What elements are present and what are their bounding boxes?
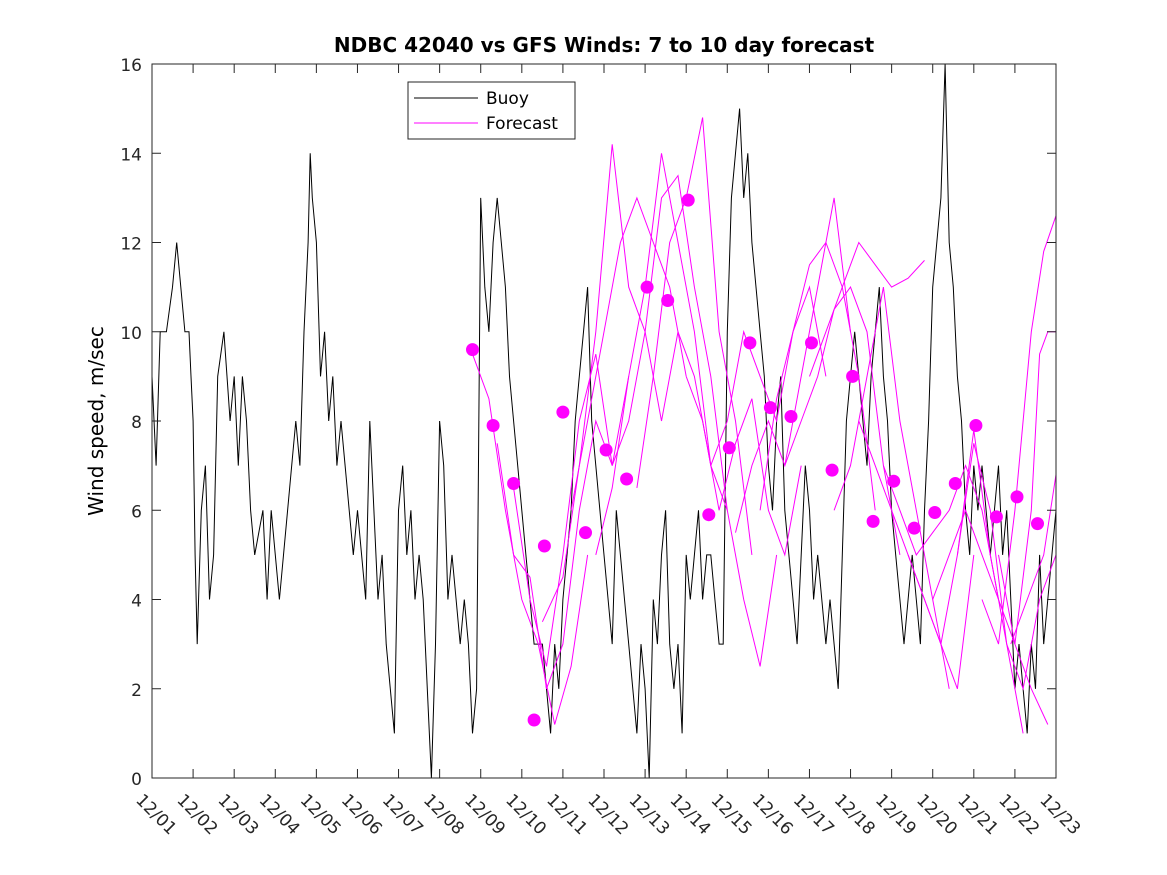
y-tick-label: 16 — [120, 56, 142, 76]
forecast-run-line-5 — [570, 196, 687, 511]
forecast-marker-12 — [681, 193, 695, 207]
forecast-run-line-7 — [611, 174, 728, 511]
forecast-marker-23 — [907, 521, 921, 535]
legend-forecast-label: Forecast — [486, 114, 558, 134]
legend-buoy-label: Buoy — [486, 89, 529, 109]
legend-box — [407, 81, 576, 140]
forecast-run-line-6 — [595, 153, 712, 556]
forecast-run-line-22 — [981, 215, 1057, 645]
forecast-marker-3 — [507, 477, 521, 490]
forecast-marker-9 — [620, 472, 634, 486]
y-tick-label: 8 — [131, 413, 142, 433]
forecast-marker-4 — [527, 713, 541, 727]
forecast-run-line-1 — [472, 353, 589, 725]
forecast-run-line-18 — [882, 464, 999, 600]
forecast-marker-19 — [825, 463, 839, 477]
forecast-run-line-11 — [710, 285, 827, 466]
forecast-run-line-16 — [833, 287, 950, 689]
forecast-run-line-8 — [636, 117, 753, 555]
y-tick-label: 6 — [131, 502, 142, 522]
forecast-run-line-15 — [809, 241, 925, 377]
forecast-marker-21 — [866, 514, 880, 528]
forecast-marker-28 — [1010, 490, 1024, 504]
buoy-series-line — [151, 63, 1057, 779]
y-tick-label: 14 — [120, 145, 142, 165]
legend: Buoy Forecast — [407, 81, 576, 140]
forecast-marker-15 — [743, 336, 757, 350]
forecast-run-line-4 — [541, 144, 662, 623]
plot-area — [152, 64, 1056, 778]
chart-title: NDBC 42040 vs GFS Winds: 7 to 10 day for… — [334, 33, 875, 57]
forecast-marker-1 — [466, 343, 479, 357]
forecast-marker-14 — [722, 441, 736, 455]
forecast-marker-18 — [805, 336, 818, 350]
forecast-marker-25 — [948, 477, 962, 490]
y-tick-label: 4 — [131, 592, 142, 612]
forecast-marker-2 — [486, 419, 500, 432]
forecast-marker-6 — [556, 405, 570, 419]
y-tick-label: 10 — [120, 324, 142, 344]
series-layer — [151, 63, 1057, 779]
forecast-run-line-19 — [907, 443, 1024, 734]
forecast-marker-8 — [599, 443, 613, 457]
y-tick-label: 2 — [131, 681, 142, 701]
forecast-marker-17 — [784, 410, 798, 423]
forecast-run-line-13 — [759, 241, 876, 511]
forecast-marker-27 — [989, 510, 1003, 524]
forecast-marker-11 — [661, 294, 675, 307]
forecast-run-line-20 — [932, 508, 1049, 725]
forecast-marker-13 — [702, 508, 716, 522]
y-tick-label: 12 — [120, 235, 142, 255]
forecast-run-line-24 — [1010, 474, 1057, 645]
forecast-marker-26 — [969, 419, 983, 432]
forecast-marker-24 — [928, 506, 942, 519]
forecast-marker-5 — [537, 539, 551, 553]
forecast-marker-7 — [579, 526, 592, 540]
forecast-marker-16 — [763, 401, 777, 415]
y-tick-label: 0 — [131, 770, 142, 790]
forecast-marker-20 — [846, 369, 860, 383]
forecast-run-line-14 — [784, 286, 901, 555]
forecast-run-line-2 — [496, 419, 613, 689]
forecast-marker-22 — [887, 474, 901, 488]
forecast-marker-10 — [640, 280, 654, 294]
forecast-run-line-9 — [661, 329, 778, 667]
forecast-run-line-10 — [685, 376, 802, 557]
forecast-marker-29 — [1031, 517, 1044, 531]
y-axis-label: Wind speed, m/sec — [84, 326, 108, 516]
